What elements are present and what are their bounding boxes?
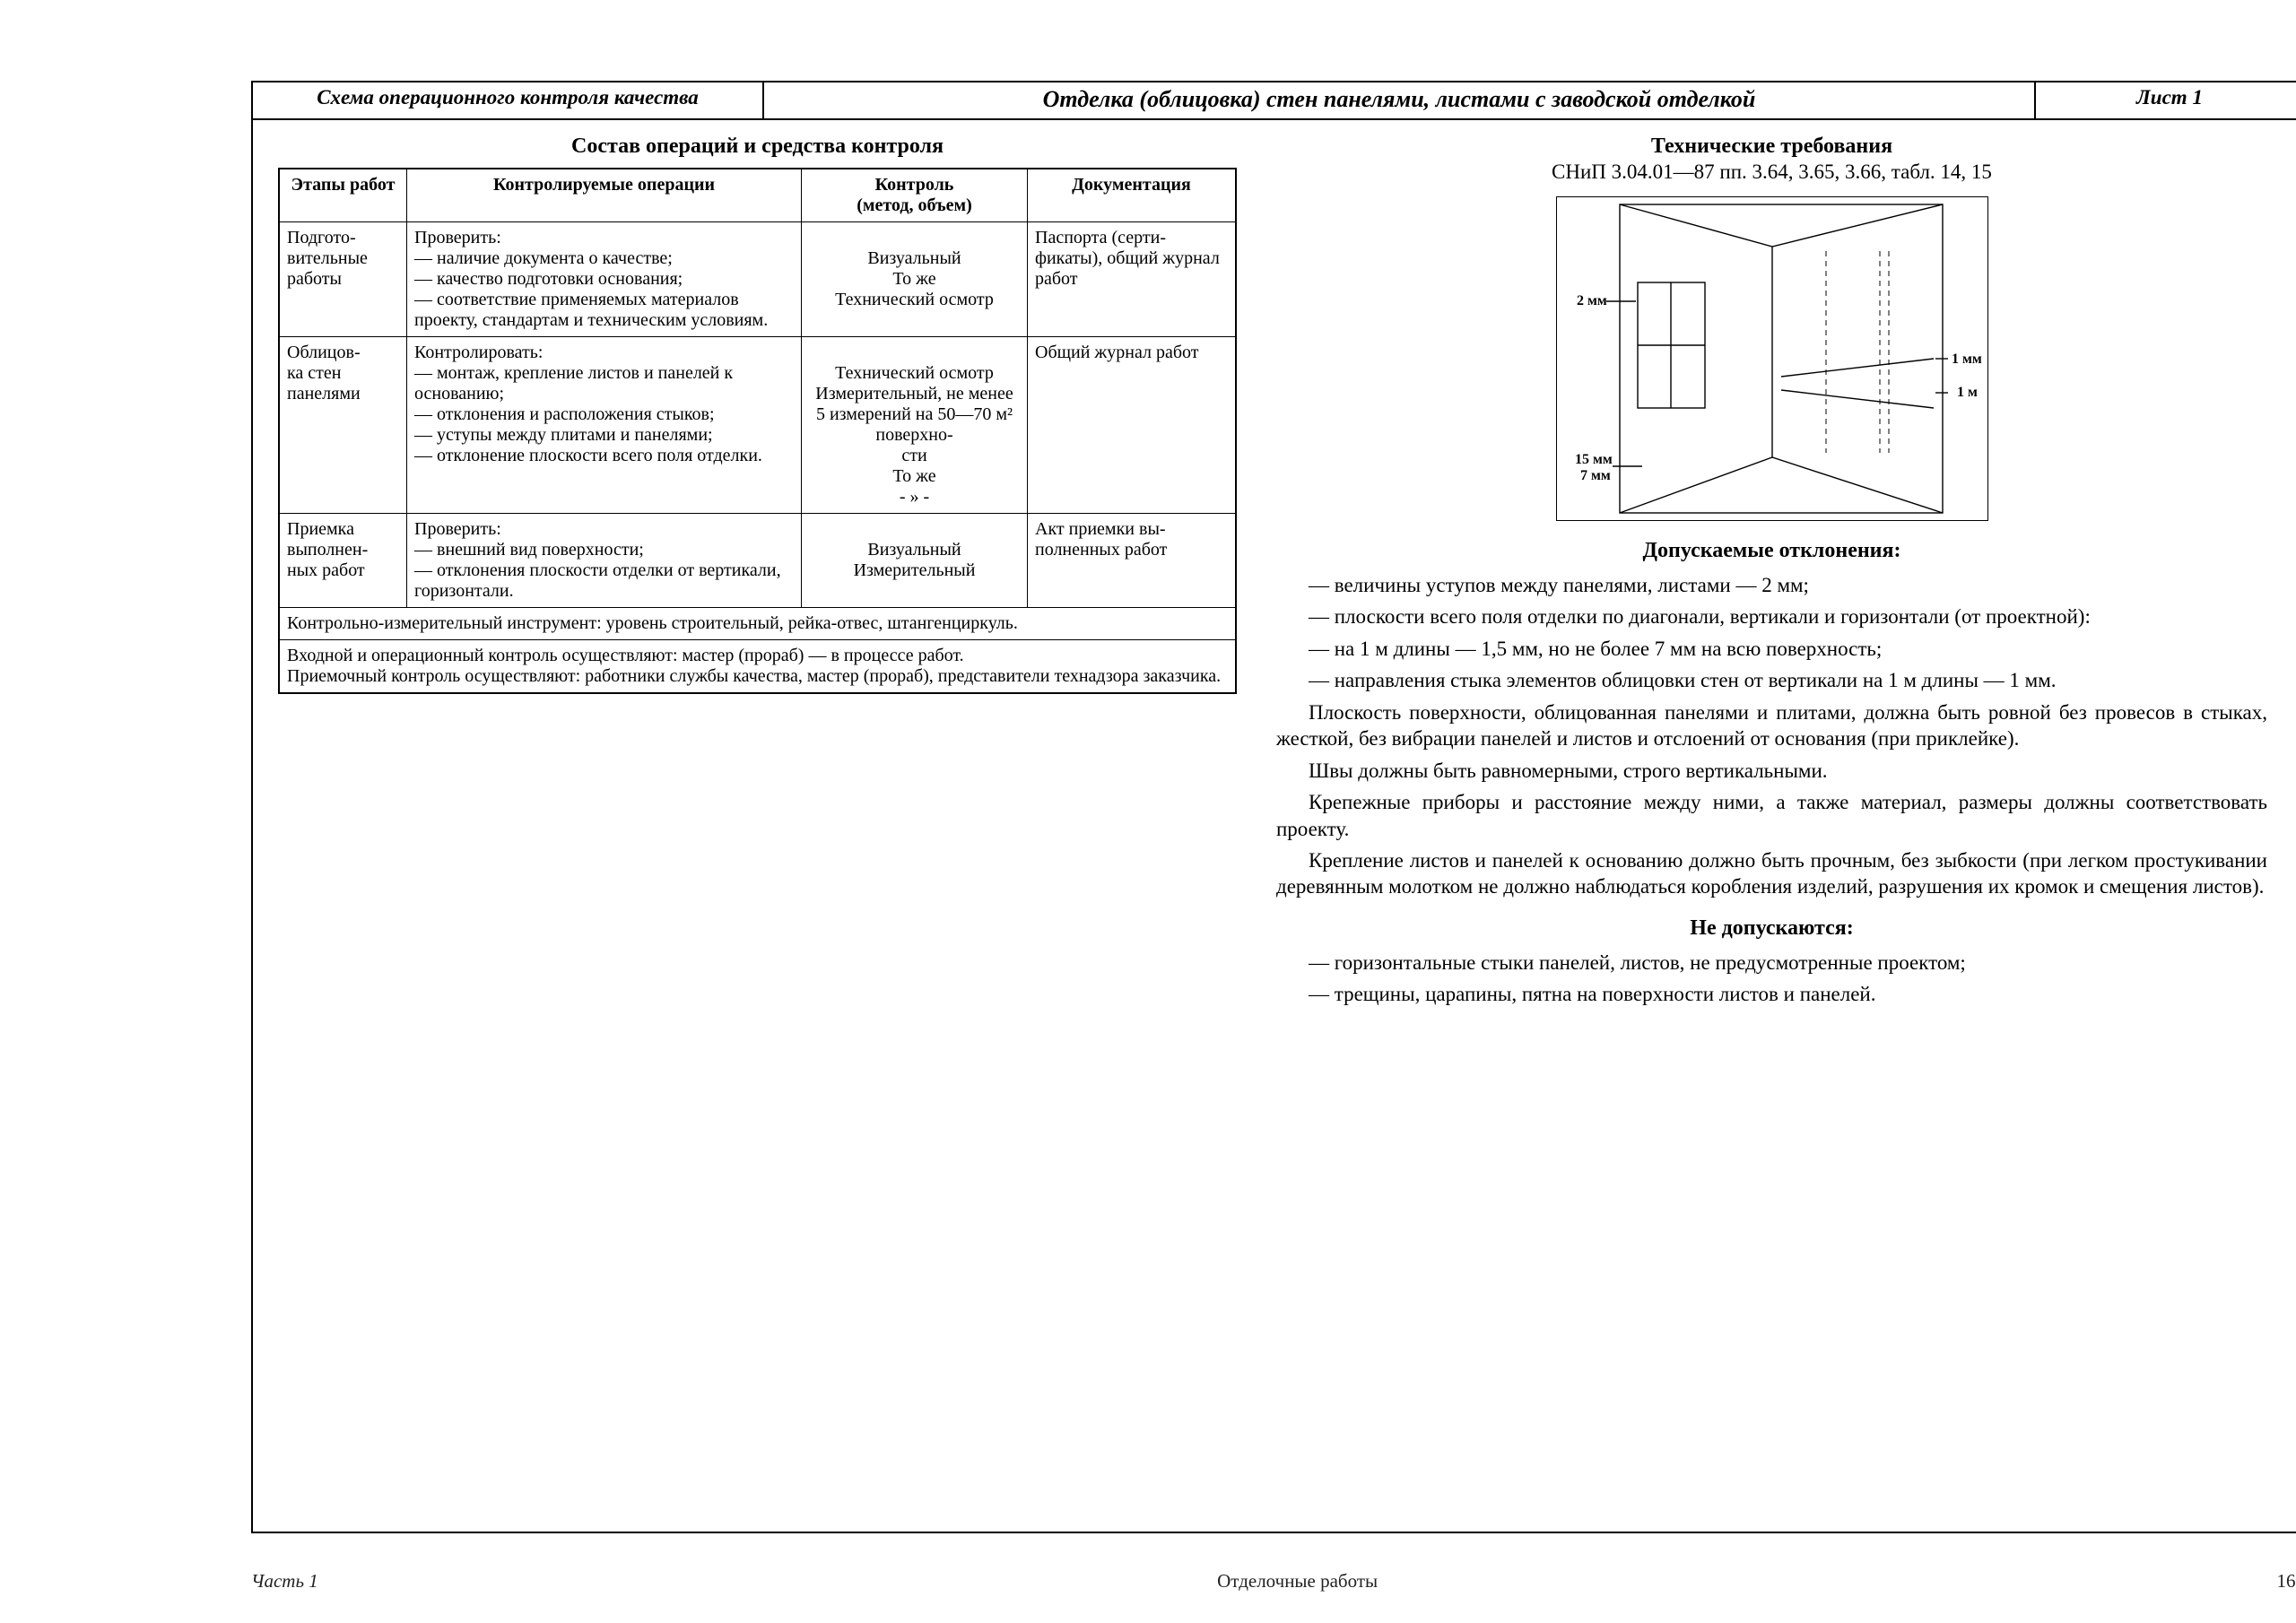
deviations-title: Допускаемые отклонения: xyxy=(1276,539,2267,563)
not-allowed-title: Не допускаются: xyxy=(1276,916,2267,941)
cell-ops: Контролировать: — монтаж, крепление лист… xyxy=(407,337,802,514)
table-row: Облицов- ка стен панелямиКонтролировать:… xyxy=(279,337,1236,514)
svg-text:1 мм: 1 мм xyxy=(1952,352,1982,367)
ops-table-title: Состав операций и средства контроля xyxy=(278,135,1237,159)
table-row: Приемка выполнен- ных работПроверить: — … xyxy=(279,514,1236,608)
footer-left: Часть 1 xyxy=(251,1570,318,1593)
table-head-row: Этапы работ Контролируемые операции Конт… xyxy=(279,169,1236,222)
header-title: Отделка (облицовка) стен панелями, листа… xyxy=(764,82,2036,118)
tech-req-title: Технические требования xyxy=(1276,135,2267,159)
cell-doc: Общий журнал работ xyxy=(1028,337,1237,514)
cell-doc: Паспорта (серти- фикаты), общий журнал р… xyxy=(1028,222,1237,337)
ops-table: Этапы работ Контролируемые операции Конт… xyxy=(278,168,1237,694)
table-foot1: Контрольно-измерительный инструмент: уро… xyxy=(279,608,1236,640)
cell-ops: Проверить: — наличие документа о качеств… xyxy=(407,222,802,337)
cell-ops: Проверить: — внешний вид поверхности; — … xyxy=(407,514,802,608)
footer-right: 165 xyxy=(2277,1570,2296,1593)
deviation-para: — направления стыка элементов облицовки … xyxy=(1276,667,2267,693)
deviation-para: — плоскости всего поля отделки по диагон… xyxy=(1276,603,2267,629)
th-ctrl: Контроль (метод, объем) xyxy=(802,169,1028,222)
responsibility-cell: Входной и операционный контроль осуществ… xyxy=(279,640,1236,694)
th-stage: Этапы работ xyxy=(279,169,407,222)
cell-stage: Приемка выполнен- ных работ xyxy=(279,514,407,608)
th-doc: Документация xyxy=(1028,169,1237,222)
deviation-para: — величины уступов между панелями, листа… xyxy=(1276,572,2267,598)
left-column: Состав операций и средства контроля Этап… xyxy=(253,120,1262,1013)
cell-ctrl: Визуальный Измерительный xyxy=(802,514,1028,608)
cell-ctrl: Визуальный То же Технический осмотр xyxy=(802,222,1028,337)
page-footer: Часть 1 Отделочные работы 165 xyxy=(251,1570,2296,1593)
cell-doc: Акт приемки вы- полненных работ xyxy=(1028,514,1237,608)
cell-stage: Подгото- вительные работы xyxy=(279,222,407,337)
not-allowed-para: — горизонтальные стыки панелей, листов, … xyxy=(1276,950,2267,976)
table-foot2: Входной и операционный контроль осуществ… xyxy=(279,640,1236,694)
room-diagram: 2 мм 15 мм7 мм 1 мм 1 м xyxy=(1556,196,1988,521)
table-row: Подгото- вительные работыПроверить: — на… xyxy=(279,222,1236,337)
deviation-para: Крепежные приборы и расстояние между ним… xyxy=(1276,789,2267,842)
footer-center: Отделочные работы xyxy=(1217,1570,1378,1593)
th-ops: Контролируемые операции xyxy=(407,169,802,222)
instruments-cell: Контрольно-измерительный инструмент: уро… xyxy=(279,608,1236,640)
cell-ctrl: Технический осмотр Измерительный, не мен… xyxy=(802,337,1028,514)
deviation-para: Швы должны быть равномерными, строго вер… xyxy=(1276,758,2267,784)
svg-text:7 мм: 7 мм xyxy=(1580,468,1611,483)
right-column: Технические требования СНиП 3.04.01—87 п… xyxy=(1262,120,2296,1013)
header-scheme: Схема операционного контроля качества xyxy=(253,82,764,118)
page-frame: Схема операционного контроля качества От… xyxy=(251,81,2296,1533)
svg-text:2 мм: 2 мм xyxy=(1577,293,1607,308)
header-bar: Схема операционного контроля качества От… xyxy=(253,82,2296,120)
deviation-para: Крепление листов и панелей к основанию д… xyxy=(1276,847,2267,900)
not-allowed-para: — трещины, царапины, пятна на поверхност… xyxy=(1276,981,2267,1007)
tech-req-sub: СНиП 3.04.01—87 пп. 3.64, 3.65, 3.66, та… xyxy=(1276,161,2267,184)
svg-text:15 мм: 15 мм xyxy=(1575,452,1613,467)
cell-stage: Облицов- ка стен панелями xyxy=(279,337,407,514)
svg-text:1 м: 1 м xyxy=(1957,385,1978,400)
deviation-para: — на 1 м длины — 1,5 мм, но не более 7 м… xyxy=(1276,636,2267,662)
deviation-para: Плоскость поверхности, облицованная пане… xyxy=(1276,699,2267,752)
header-sheet: Лист 1 xyxy=(2036,82,2296,118)
